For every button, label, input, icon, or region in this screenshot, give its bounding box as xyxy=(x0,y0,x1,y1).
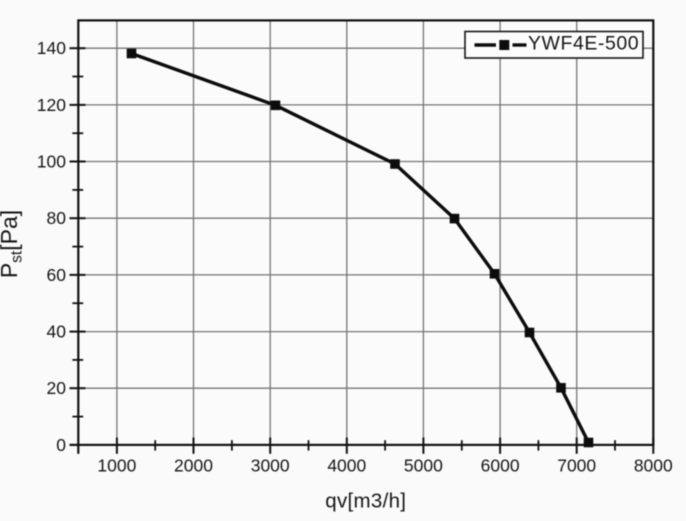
svg-text:0: 0 xyxy=(56,435,66,455)
svg-text:60: 60 xyxy=(47,265,67,285)
svg-text:100: 100 xyxy=(37,152,66,172)
svg-text:3000: 3000 xyxy=(251,456,290,476)
svg-text:140: 140 xyxy=(37,38,66,58)
svg-text:40: 40 xyxy=(47,322,67,342)
svg-text:8000: 8000 xyxy=(634,456,673,476)
svg-text:6000: 6000 xyxy=(481,456,520,476)
svg-text:qv[m3/h]: qv[m3/h] xyxy=(325,490,406,513)
svg-text:5000: 5000 xyxy=(404,456,443,476)
svg-text:YWF4E-500: YWF4E-500 xyxy=(528,33,639,55)
svg-text:20: 20 xyxy=(47,378,67,398)
svg-text:7000: 7000 xyxy=(557,456,596,476)
svg-text:80: 80 xyxy=(47,208,67,228)
svg-text:2000: 2000 xyxy=(174,456,213,476)
svg-text:1000: 1000 xyxy=(97,456,136,476)
svg-text:120: 120 xyxy=(37,95,66,115)
svg-text:Pst[Pa]: Pst[Pa] xyxy=(0,210,26,278)
svg-text:4000: 4000 xyxy=(327,456,366,476)
